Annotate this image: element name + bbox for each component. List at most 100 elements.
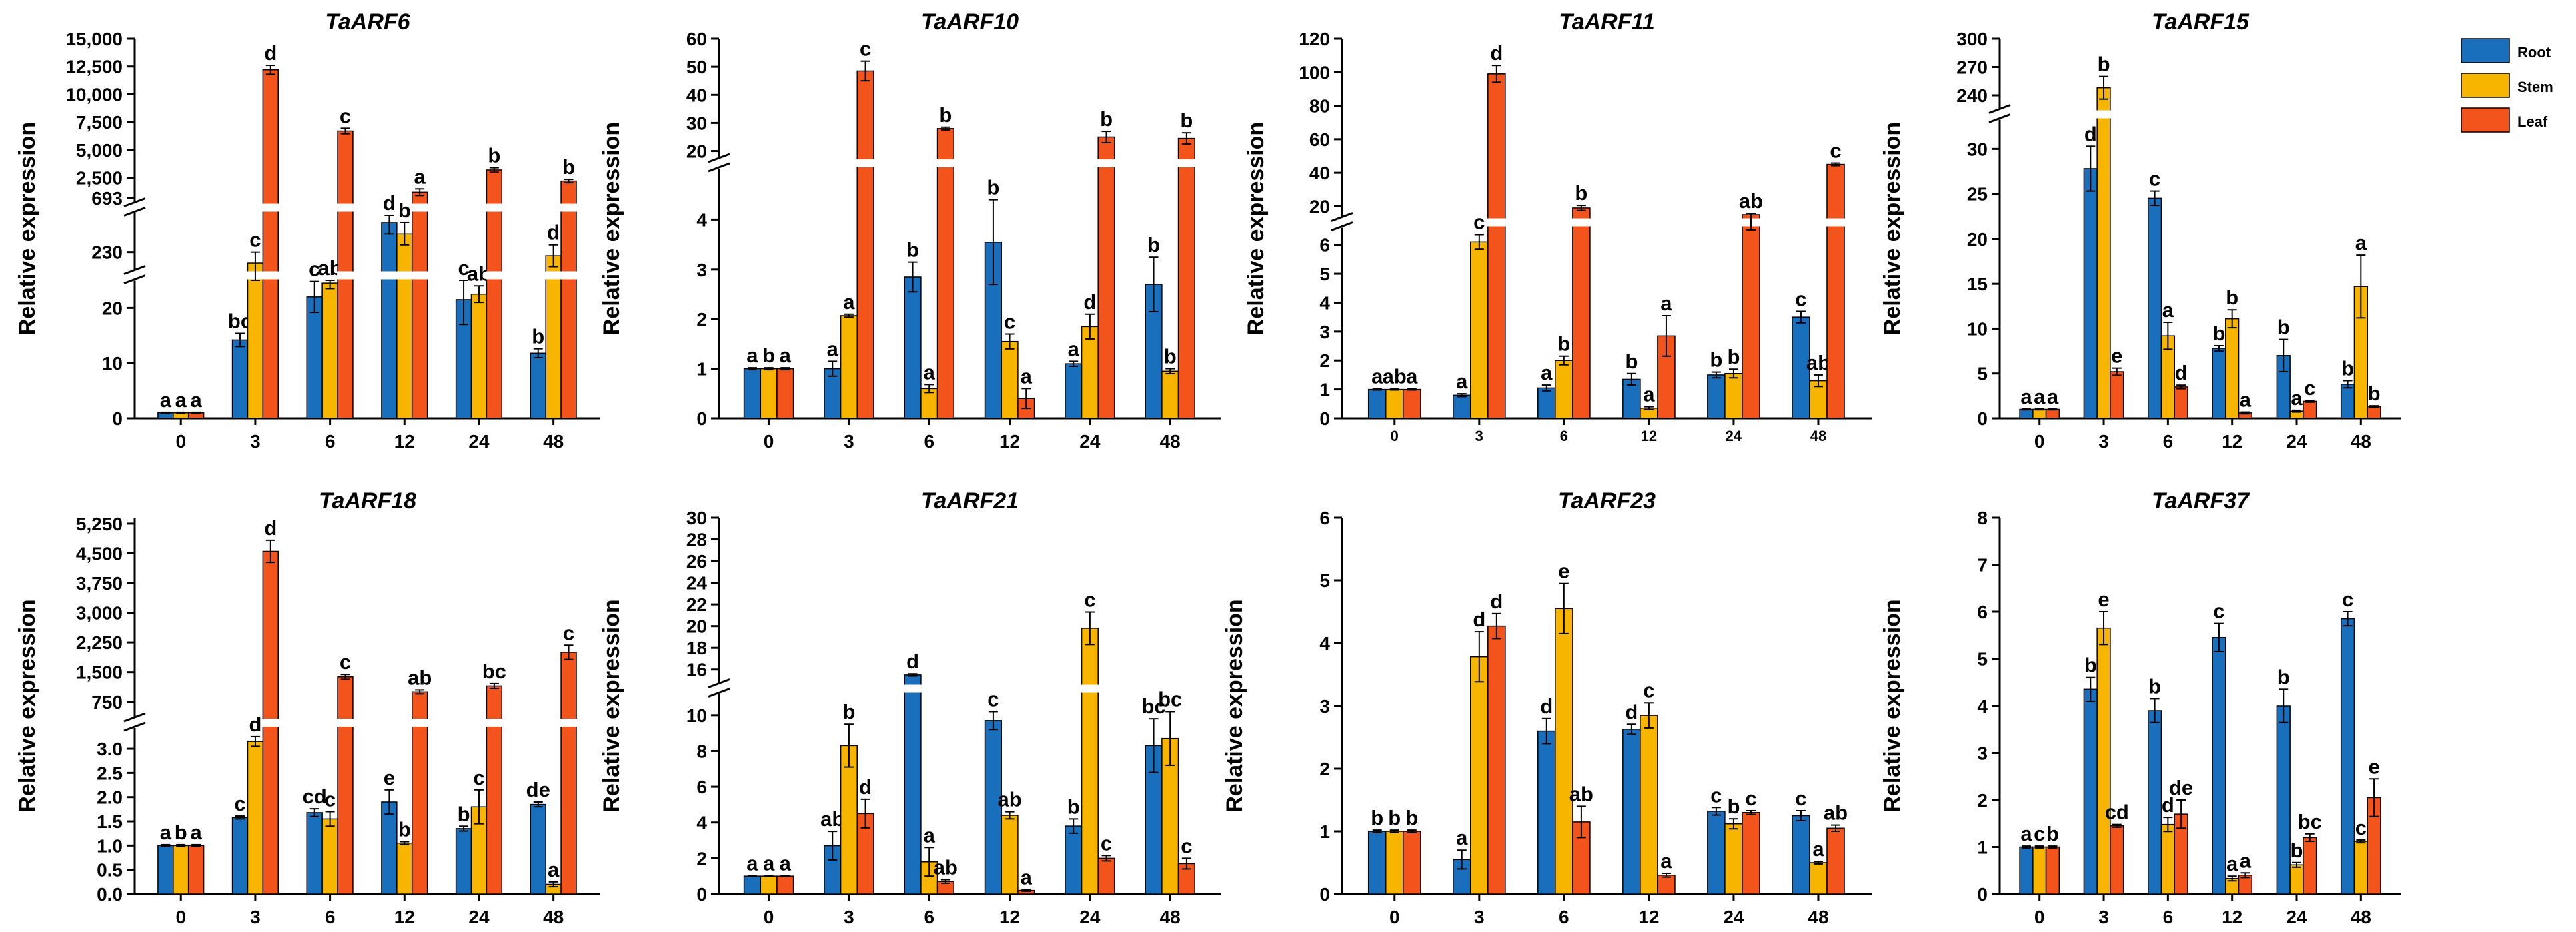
significance-label: a <box>1660 292 1672 315</box>
significance-label: b <box>2046 822 2059 845</box>
y-tick-label: 5 <box>1977 649 1988 670</box>
significance-label: d <box>1540 694 1553 718</box>
significance-label: b <box>2226 286 2238 309</box>
y-tick-label: 25 <box>1967 184 1988 205</box>
x-tick-label: 48 <box>1808 907 1828 927</box>
bar-stem-0 <box>1385 388 1404 419</box>
axis-break-mark <box>1331 221 1353 231</box>
significance-label: a <box>2240 388 2252 412</box>
bar-root-3 <box>2083 168 2098 419</box>
significance-label: b <box>906 238 919 262</box>
bar-leaf-3 <box>262 69 279 419</box>
y-axis-label: Relative expression <box>15 599 40 812</box>
bar-stem-12 <box>396 233 413 419</box>
bar-break-cut <box>936 159 955 167</box>
bar-root-3 <box>231 817 249 895</box>
bar-stem-3 <box>840 745 858 895</box>
bar-break-cut <box>1487 218 1506 227</box>
bar-stem-3 <box>1470 656 1489 895</box>
bar-stem-3 <box>1470 241 1489 419</box>
x-tick-label: 0 <box>1389 907 1400 927</box>
y-tick-label: 2,250 <box>76 632 123 653</box>
y-axis-label: Relative expression <box>599 122 624 335</box>
x-tick-label: 24 <box>468 431 490 452</box>
bar-break-cut <box>1097 159 1115 167</box>
significance-label: b <box>2277 665 2290 688</box>
significance-label: a <box>780 852 792 875</box>
y-tick-label: 1 <box>1977 837 1988 858</box>
axis-break-mark <box>1988 113 2011 123</box>
y-tick-label: 2.0 <box>97 787 123 808</box>
significance-label: b <box>2277 316 2290 339</box>
x-tick-label: 0 <box>2034 907 2045 927</box>
chart-title: TaARF6 <box>325 9 410 35</box>
bar-stem-6 <box>321 818 338 895</box>
bar-stem-24 <box>1724 823 1743 895</box>
axis-break-mark <box>123 721 146 732</box>
significance-label: e <box>2098 588 2109 611</box>
y-tick-label: 28 <box>686 530 707 550</box>
significance-label: b <box>398 199 411 222</box>
significance-label: b <box>762 344 775 367</box>
bar-root-0 <box>743 368 762 419</box>
x-tick-label: 3 <box>250 431 261 452</box>
significance-label: b <box>1180 109 1193 132</box>
legend-label-leaf: Leaf <box>2517 113 2548 130</box>
x-tick-label: 48 <box>2351 907 2371 927</box>
bar-stem-12 <box>1640 715 1658 895</box>
y-tick-label: 12,500 <box>65 57 123 77</box>
significance-label: c <box>1084 588 1095 612</box>
bar-root-6 <box>904 276 922 419</box>
x-tick-label: 48 <box>2351 431 2371 452</box>
significance-label: b <box>1147 233 1160 256</box>
x-tick-label: 6 <box>2163 907 2174 927</box>
y-tick-label: 2 <box>1319 759 1330 779</box>
significance-label: c <box>2342 588 2353 611</box>
bar-break-cut <box>1081 684 1099 693</box>
significance-label: a <box>2226 852 2238 875</box>
significance-label: b <box>1371 806 1383 829</box>
significance-label: c <box>1643 678 1654 702</box>
bar-stem-3 <box>2096 87 2111 419</box>
significance-label: e <box>384 766 395 789</box>
y-tick-label: 120 <box>1299 29 1330 49</box>
significance-label: b <box>1727 795 1740 818</box>
significance-label: a <box>2020 385 2032 408</box>
y-tick-label: 10 <box>102 353 123 374</box>
significance-label: a <box>2047 385 2059 408</box>
significance-label: b <box>987 176 999 199</box>
significance-label: ab <box>408 666 432 689</box>
y-tick-label: 270 <box>1956 57 1988 78</box>
bar-break-cut <box>545 271 562 280</box>
bar-leaf-48 <box>1826 163 1845 419</box>
bar-stem-3 <box>247 741 264 895</box>
y-axis-label: Relative expression <box>1880 122 1905 335</box>
bar-leaf-6 <box>936 128 954 419</box>
y-tick-label: 0.5 <box>97 860 123 881</box>
x-tick-label: 24 <box>1079 907 1101 927</box>
x-tick-label: 6 <box>2163 431 2174 452</box>
y-tick-label: 2.5 <box>97 763 123 783</box>
y-tick-label: 4 <box>1319 292 1330 313</box>
x-tick-label: 12 <box>999 431 1020 452</box>
x-tick-label: 3 <box>844 431 854 452</box>
bar-break-cut <box>1826 218 1846 227</box>
y-tick-label: 300 <box>1956 29 1988 49</box>
significance-label: d <box>547 221 560 244</box>
x-tick-label: 12 <box>2222 907 2242 927</box>
significance-label: c <box>1473 211 1485 234</box>
bar-root-0 <box>1367 831 1387 895</box>
y-tick-label: 40 <box>1309 163 1330 183</box>
y-axis-label: Relative expression <box>1243 122 1269 335</box>
y-tick-label: 22 <box>686 594 707 615</box>
significance-label: c <box>1830 139 1841 163</box>
bar-leaf-3 <box>1487 73 1506 419</box>
y-tick-label: 3,750 <box>76 573 123 594</box>
significance-label: bc <box>482 660 506 683</box>
y-tick-label: 50 <box>686 57 707 77</box>
bar-stem-0 <box>760 368 778 419</box>
y-tick-label: 5,250 <box>76 514 123 534</box>
y-tick-label: 10 <box>1967 318 1988 339</box>
